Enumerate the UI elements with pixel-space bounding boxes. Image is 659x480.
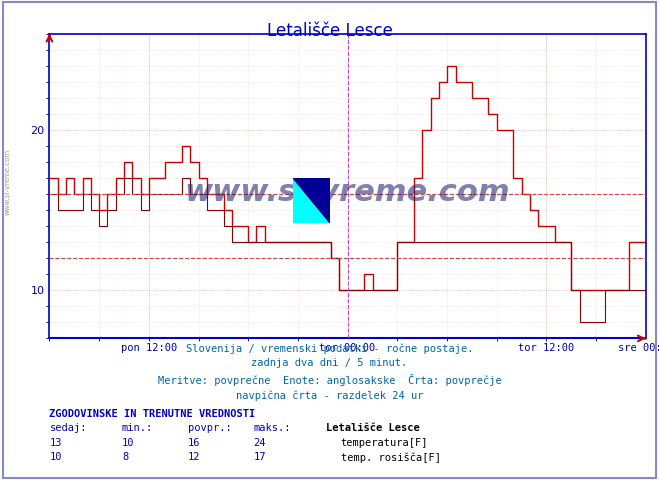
Text: www.si-vreme.com: www.si-vreme.com xyxy=(5,149,11,216)
Text: temperatura[F]: temperatura[F] xyxy=(341,438,428,448)
Text: Letališče Lesce: Letališče Lesce xyxy=(326,423,420,433)
Text: 13: 13 xyxy=(49,438,62,448)
Text: 8: 8 xyxy=(122,452,128,462)
Text: 17: 17 xyxy=(254,452,266,462)
Text: temp. rosišča[F]: temp. rosišča[F] xyxy=(341,452,441,463)
Text: www.si-vreme.com: www.si-vreme.com xyxy=(185,178,511,206)
Text: ZGODOVINSKE IN TRENUTNE VREDNOSTI: ZGODOVINSKE IN TRENUTNE VREDNOSTI xyxy=(49,409,256,419)
Text: Letališče Lesce: Letališče Lesce xyxy=(266,22,393,40)
Polygon shape xyxy=(293,178,330,223)
Text: Slovenija / vremenski podatki - ročne postaje.
zadnja dva dni / 5 minut.
Meritve: Slovenija / vremenski podatki - ročne po… xyxy=(158,343,501,401)
Text: 10: 10 xyxy=(122,438,134,448)
Polygon shape xyxy=(293,178,330,223)
Text: min.:: min.: xyxy=(122,423,153,433)
Text: povpr.:: povpr.: xyxy=(188,423,231,433)
Text: sedaj:: sedaj: xyxy=(49,423,87,433)
Text: maks.:: maks.: xyxy=(254,423,291,433)
Text: 10: 10 xyxy=(49,452,62,462)
Text: 12: 12 xyxy=(188,452,200,462)
Text: 24: 24 xyxy=(254,438,266,448)
Text: 16: 16 xyxy=(188,438,200,448)
